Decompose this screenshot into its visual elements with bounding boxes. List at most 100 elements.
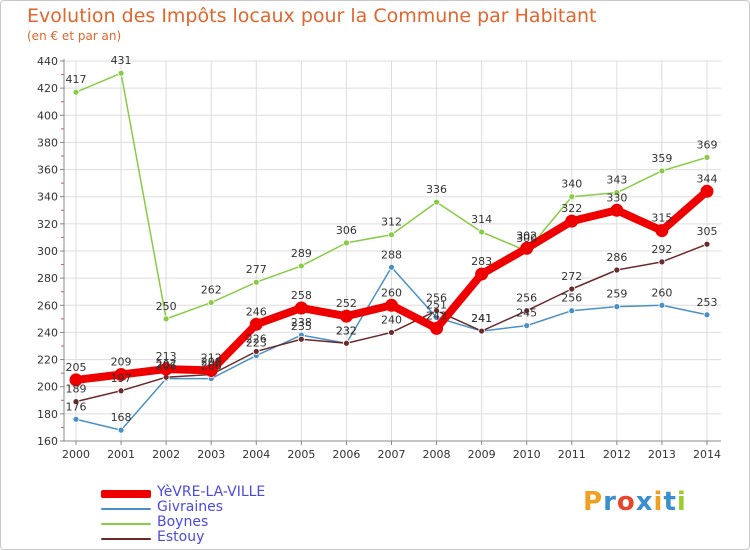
x-tick-label: 2002: [152, 448, 180, 461]
data-point: [294, 301, 308, 315]
data-label: 302: [516, 229, 537, 242]
data-point: [700, 184, 714, 198]
data-point: [69, 373, 83, 387]
data-point: [478, 327, 486, 335]
y-tick-label: 180: [37, 408, 58, 421]
data-label: 212: [201, 351, 222, 364]
data-point: [117, 387, 125, 395]
data-label: 312: [381, 216, 402, 229]
legend-label-givraines: Givraines: [157, 499, 224, 515]
x-tick-label: 2005: [287, 448, 315, 461]
data-point: [430, 321, 444, 335]
logo-letter: r: [603, 487, 617, 517]
data-point: [568, 193, 576, 201]
data-point: [523, 307, 531, 315]
data-label: 197: [111, 372, 132, 385]
legend-item-boynes: Boynes: [101, 514, 321, 531]
data-point: [568, 285, 576, 293]
logo-letter: i: [676, 487, 687, 517]
data-point: [520, 241, 534, 255]
data-point: [703, 240, 711, 248]
data-point: [433, 307, 440, 315]
y-tick-label: 260: [37, 299, 58, 312]
data-point: [72, 88, 80, 96]
logo-letter: x: [635, 487, 654, 517]
data-point: [658, 258, 666, 266]
data-label: 305: [696, 225, 717, 238]
y-tick-label: 400: [37, 109, 58, 122]
data-label: 292: [651, 243, 672, 256]
x-tick-label: 2000: [62, 448, 90, 461]
data-point: [343, 339, 350, 347]
data-point: [343, 239, 350, 247]
data-point: [475, 267, 489, 281]
data-point: [297, 262, 305, 270]
chart-subtitle: (en € et par an): [27, 29, 122, 43]
data-label: 369: [696, 138, 717, 151]
data-label: 283: [471, 255, 492, 268]
data-label: 336: [426, 183, 447, 196]
data-label: 359: [651, 152, 672, 165]
x-tick-label: 2014: [693, 448, 721, 461]
data-point: [388, 263, 395, 271]
data-point: [433, 198, 440, 206]
data-point: [613, 266, 621, 274]
data-point: [655, 224, 669, 238]
data-label: 259: [606, 288, 627, 301]
data-point: [252, 278, 260, 286]
data-point: [249, 317, 263, 331]
data-point: [207, 299, 215, 306]
data-label: 260: [651, 286, 672, 299]
data-point: [613, 189, 621, 197]
chart-legend: YèVRE-LA-VILLE Givraines Boynes Estouy: [101, 484, 321, 546]
data-point: [339, 309, 353, 323]
data-label: 253: [696, 296, 717, 309]
data-point: [159, 362, 173, 376]
legend-swatch-yevre: [101, 490, 151, 498]
data-point: [297, 335, 305, 343]
logo-letter: i: [653, 487, 664, 517]
data-label: 209: [111, 356, 132, 369]
legend-label-estouy: Estouy: [157, 529, 205, 545]
data-label: 232: [336, 324, 357, 337]
y-tick-label: 320: [37, 218, 58, 231]
data-label: 260: [381, 286, 402, 299]
data-label: 300: [516, 232, 537, 245]
logo-letter: t: [663, 487, 677, 517]
data-point: [384, 298, 398, 312]
legend-item-yevre: YèVRE-LA-VILLE: [101, 484, 321, 501]
y-tick-label: 200: [37, 381, 58, 394]
y-tick-label: 300: [37, 245, 58, 258]
data-point: [658, 301, 666, 309]
data-label: 223: [246, 337, 267, 350]
data-point: [114, 368, 128, 381]
data-point: [478, 228, 486, 236]
data-label: 289: [291, 247, 312, 260]
data-point: [433, 314, 440, 321]
data-label: 240: [381, 313, 402, 326]
chart-title: Evolution des Impôts locaux pour la Comm…: [27, 5, 597, 27]
data-label: 206: [156, 360, 177, 373]
data-label: 431: [111, 54, 132, 67]
data-point: [703, 153, 711, 161]
data-point: [658, 167, 666, 175]
data-label: 417: [66, 73, 87, 86]
data-label: 206: [201, 360, 222, 373]
logo-letter: P: [583, 487, 604, 517]
data-point: [568, 307, 576, 315]
data-point: [523, 322, 531, 330]
x-tick-label: 2010: [513, 448, 541, 461]
data-label: 251: [426, 299, 447, 312]
x-tick-label: 2006: [332, 448, 360, 461]
data-label: 340: [561, 178, 582, 191]
data-point: [252, 348, 260, 355]
x-tick-label: 2011: [558, 448, 586, 461]
data-label: 235: [291, 320, 312, 333]
data-label: 330: [606, 191, 627, 204]
data-label: 250: [156, 300, 177, 313]
data-label: 277: [246, 263, 267, 276]
data-label: 168: [111, 411, 132, 424]
y-tick-label: 380: [37, 136, 58, 149]
x-tick-label: 2003: [197, 448, 225, 461]
data-label: 343: [606, 174, 627, 187]
